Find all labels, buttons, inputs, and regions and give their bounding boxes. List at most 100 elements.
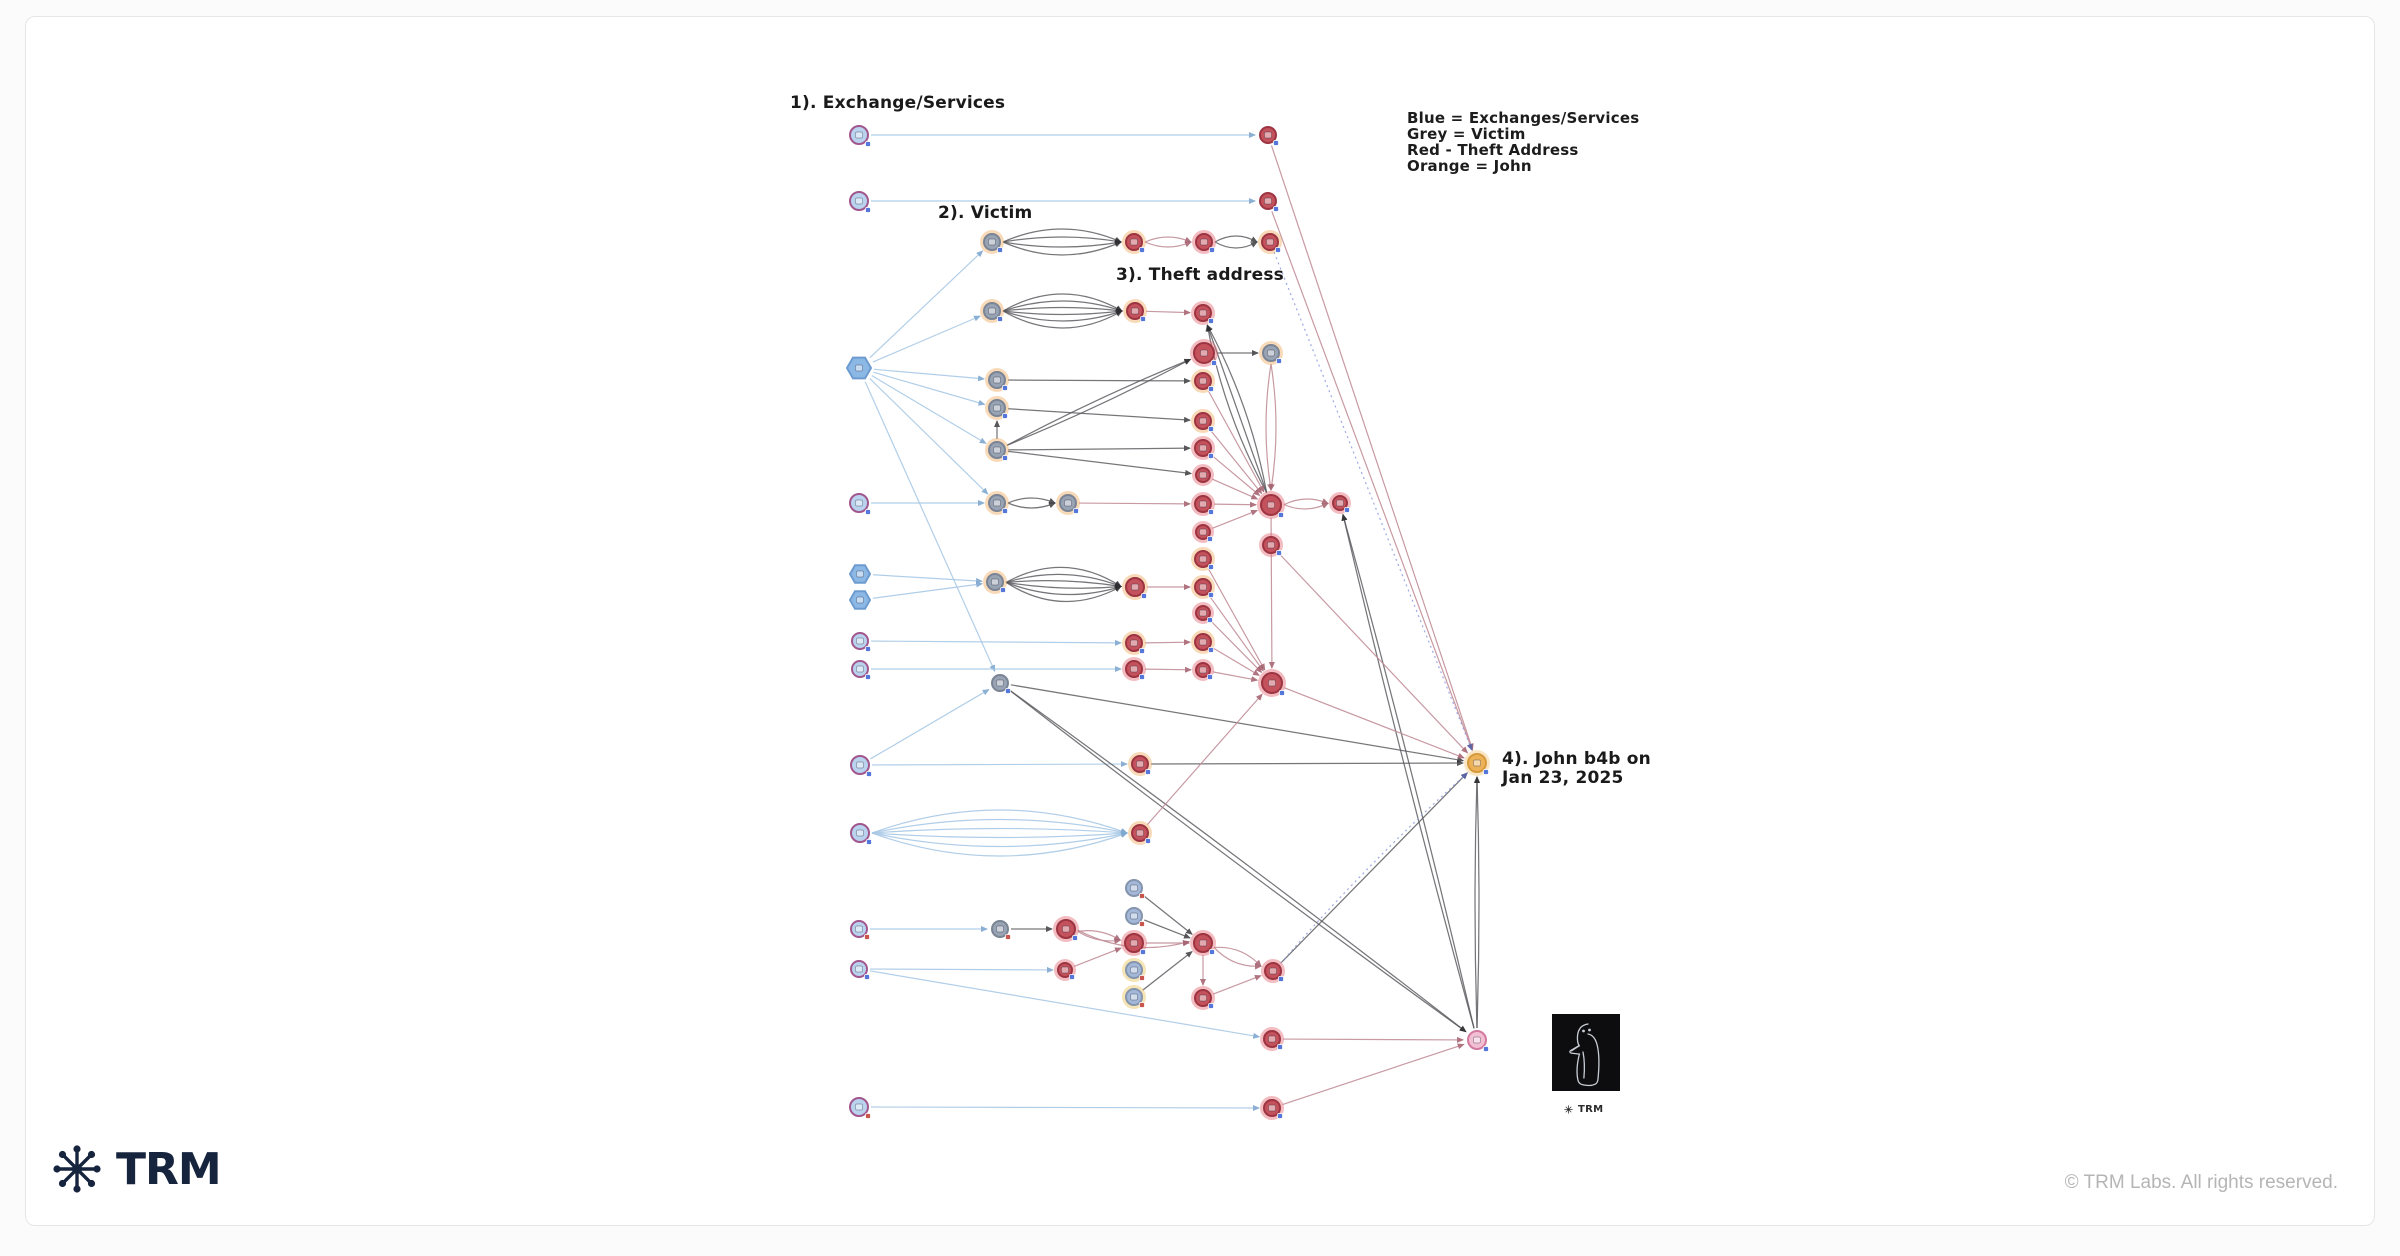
graph-node-t17[interactable] [1192, 602, 1214, 624]
graph-node-e8[interactable] [851, 660, 871, 680]
graph-node-t23[interactable] [1122, 657, 1146, 681]
graph-node-t24[interactable] [1128, 752, 1152, 776]
entity-glyph-icon [993, 376, 1001, 384]
graph-edge [870, 639, 1122, 646]
graph-node-e6[interactable] [848, 590, 872, 610]
graph-node-t31[interactable] [1054, 959, 1076, 981]
entity-glyph-icon [1336, 499, 1344, 507]
node-badge-icon [1207, 674, 1213, 680]
graph-node-t27[interactable] [1121, 930, 1147, 956]
graph-node-t25[interactable] [1128, 821, 1152, 845]
node-badge-icon [1276, 358, 1282, 364]
entity-glyph-icon [996, 925, 1004, 933]
stage-label-john: 4). John b4b on Jan 23, 2025 [1502, 749, 1651, 788]
graph-node-t26[interactable] [1053, 916, 1079, 942]
graph-node-v1[interactable] [980, 230, 1004, 254]
graph-edge [1144, 666, 1192, 673]
graph-edge [1002, 228, 1122, 243]
graph-node-e5[interactable] [848, 564, 872, 584]
graph-edge [1282, 1036, 1464, 1043]
graph-node-v10[interactable] [1259, 341, 1283, 365]
graph-node-e1[interactable] [849, 125, 871, 147]
entity-glyph-icon [1064, 499, 1072, 507]
graph-node-t15[interactable] [1191, 547, 1215, 571]
graph-node-t11[interactable] [1191, 436, 1215, 460]
graph-node-e12[interactable] [850, 960, 870, 980]
graph-node-t9[interactable] [1191, 369, 1215, 393]
graph-node-t2[interactable] [1259, 192, 1279, 212]
graph-node-t7[interactable] [1191, 301, 1215, 325]
graph-node-v8[interactable] [983, 570, 1007, 594]
graph-node-hub1[interactable] [1257, 491, 1285, 519]
graph-node-v5[interactable] [985, 438, 1009, 462]
graph-node-t21[interactable] [1122, 574, 1148, 600]
graph-node-e10[interactable] [850, 823, 872, 845]
graph-node-t18[interactable] [1191, 630, 1215, 654]
graph-node-e2[interactable] [849, 191, 871, 213]
graph-node-t6[interactable] [1123, 299, 1147, 323]
graph-edge [1002, 310, 1123, 322]
node-badge-icon [866, 839, 872, 845]
graph-node-t1[interactable] [1259, 126, 1279, 146]
graph-node-v14[interactable] [1122, 958, 1146, 982]
graph-node-v15[interactable] [1122, 985, 1146, 1009]
graph-node-v12[interactable] [1125, 907, 1145, 927]
entity-glyph-icon [988, 238, 996, 246]
graph-edge [873, 368, 986, 382]
graph-node-v13[interactable] [991, 920, 1011, 940]
node-badge-icon [1139, 975, 1145, 981]
graph-node-hub2[interactable] [1258, 669, 1286, 697]
graph-node-t29[interactable] [1261, 959, 1285, 983]
graph-node-t13[interactable] [1191, 492, 1215, 516]
graph-edge [1007, 450, 1193, 476]
graph-node-v2[interactable] [980, 299, 1004, 323]
graph-node-pink[interactable] [1467, 1030, 1489, 1052]
graph-node-t5[interactable] [1258, 230, 1282, 254]
graph-node-t16[interactable] [1191, 575, 1215, 599]
entity-glyph-icon [1199, 666, 1207, 674]
graph-node-e11[interactable] [850, 920, 870, 940]
graph-node-t20[interactable] [1259, 533, 1283, 557]
node-badge-icon [1002, 413, 1008, 419]
graph-node-e4[interactable] [849, 493, 871, 515]
graph-edge [1077, 930, 1122, 945]
graph-edge [1207, 390, 1265, 493]
graph-node-v9[interactable] [991, 674, 1011, 694]
entity-glyph-icon [1062, 925, 1070, 933]
graph-edge [1150, 760, 1464, 767]
graph-node-t3[interactable] [1122, 230, 1146, 254]
graph-node-e9[interactable] [850, 755, 872, 777]
graph-node-t4[interactable] [1192, 230, 1216, 254]
graph-edge [869, 966, 1054, 973]
graph-node-v3[interactable] [985, 368, 1009, 392]
graph-node-t14[interactable] [1192, 521, 1214, 543]
graph-edge [1146, 693, 1263, 826]
graph-node-e7[interactable] [851, 632, 871, 652]
graph-node-e13[interactable] [849, 1097, 871, 1119]
node-badge-icon [997, 247, 1003, 253]
graph-node-t33[interactable] [1260, 1096, 1284, 1120]
entity-glyph-icon [1267, 501, 1275, 509]
graph-edge [871, 827, 1128, 836]
graph-node-t22[interactable] [1122, 631, 1146, 655]
entity-glyph-icon [1200, 238, 1208, 246]
graph-node-v11[interactable] [1125, 879, 1145, 899]
graph-node-v4[interactable] [985, 396, 1009, 420]
graph-node-t28[interactable] [1190, 930, 1216, 956]
graph-node-v7[interactable] [1056, 491, 1080, 515]
node-badge-icon [864, 934, 870, 940]
entity-glyph-icon [1199, 555, 1207, 563]
graph-node-t19[interactable] [1192, 659, 1214, 681]
graph-node-t32[interactable] [1260, 1027, 1284, 1051]
graph-node-t10[interactable] [1191, 409, 1215, 433]
graph-node-t12[interactable] [1192, 464, 1214, 486]
graph-node-e3[interactable] [845, 356, 873, 380]
graph-edge [872, 581, 984, 599]
graph-node-t8[interactable] [1190, 339, 1218, 367]
graph-node-john[interactable] [1464, 750, 1490, 776]
graph-node-t30[interactable] [1191, 986, 1215, 1010]
graph-node-v6[interactable] [985, 491, 1009, 515]
graph-node-rr[interactable] [1329, 492, 1351, 514]
entity-glyph-icon [856, 570, 864, 578]
